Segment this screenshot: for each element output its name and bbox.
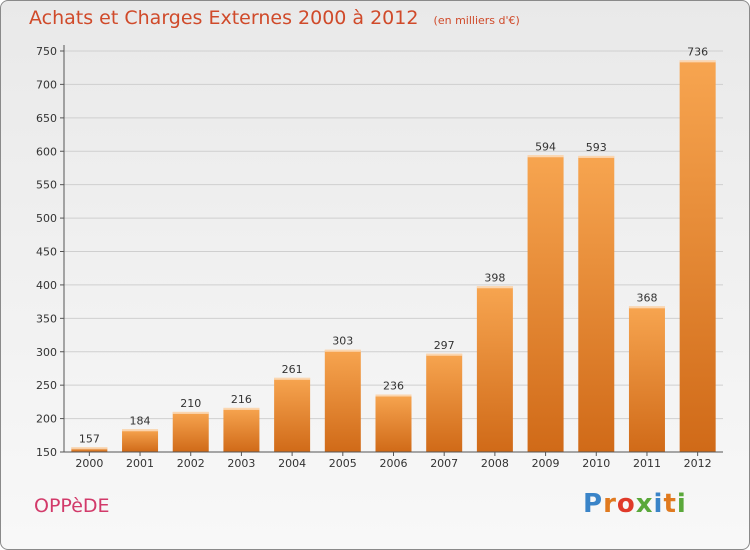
value-label: 236 <box>383 380 404 393</box>
bar <box>426 353 463 452</box>
bar-highlight <box>426 353 463 356</box>
y-tick-label: 550 <box>36 179 57 192</box>
bar <box>71 447 108 452</box>
bar-highlight <box>679 60 716 63</box>
value-label: 297 <box>434 339 455 352</box>
y-tick-label: 200 <box>36 413 57 426</box>
bar <box>578 155 615 452</box>
x-tick-label: 2001 <box>126 457 154 470</box>
y-tick-label: 500 <box>36 212 57 225</box>
bar-highlight <box>122 429 159 432</box>
bar-highlight <box>274 377 311 380</box>
y-tick-label: 400 <box>36 279 57 292</box>
value-label: 398 <box>484 271 505 284</box>
bar-highlight <box>476 286 513 289</box>
y-tick-label: 700 <box>36 78 57 91</box>
chart-header: Achats et Charges Externes 2000 à 2012 (… <box>29 7 520 29</box>
x-tick-label: 2007 <box>430 457 458 470</box>
brand-letter: i <box>676 489 687 519</box>
bar <box>679 60 716 453</box>
brand-letter: r <box>603 489 617 519</box>
x-tick-label: 2009 <box>532 457 560 470</box>
x-tick-label: 2010 <box>582 457 610 470</box>
value-label: 216 <box>231 393 252 406</box>
bar <box>628 306 665 452</box>
y-tick-label: 750 <box>36 45 57 58</box>
y-tick-label: 600 <box>36 145 57 158</box>
bar-highlight <box>324 349 361 352</box>
value-label: 593 <box>586 141 607 154</box>
value-label: 594 <box>535 140 556 153</box>
bar <box>122 429 159 452</box>
y-tick-label: 150 <box>36 446 57 459</box>
chart-title: Achats et Charges Externes 2000 à 2012 <box>29 7 419 29</box>
chart-subtitle: (en milliers d'€) <box>433 14 520 27</box>
bar <box>476 286 513 452</box>
bar-highlight <box>578 155 615 158</box>
x-tick-label: 2000 <box>75 457 103 470</box>
x-tick-label: 2011 <box>633 457 661 470</box>
bar <box>274 377 311 452</box>
bar <box>324 349 361 452</box>
bar-highlight <box>172 411 209 414</box>
x-tick-label: 2012 <box>684 457 712 470</box>
proxiti-logo: Proxiti <box>583 489 687 519</box>
brand-letter: o <box>616 489 636 519</box>
y-tick-label: 300 <box>36 346 57 359</box>
bar <box>375 394 412 452</box>
bar-highlight <box>527 155 564 158</box>
bar-highlight <box>628 306 665 309</box>
bar-highlight <box>375 394 412 397</box>
value-label: 736 <box>687 45 708 58</box>
value-label: 210 <box>180 397 201 410</box>
y-tick-label: 350 <box>36 312 57 325</box>
x-tick-label: 2008 <box>481 457 509 470</box>
city-name: OPPèDE <box>34 495 110 517</box>
value-label: 261 <box>282 363 303 376</box>
bar <box>527 155 564 452</box>
brand-letter: P <box>583 489 604 519</box>
x-tick-label: 2004 <box>278 457 306 470</box>
y-tick-label: 650 <box>36 112 57 125</box>
brand-letter: i <box>653 489 664 519</box>
value-label: 157 <box>79 432 100 445</box>
x-tick-label: 2006 <box>380 457 408 470</box>
brand-letter: x <box>635 489 654 519</box>
value-label: 368 <box>636 291 657 304</box>
bar <box>223 407 260 452</box>
y-tick-label: 450 <box>36 246 57 259</box>
value-label: 303 <box>332 335 353 348</box>
x-tick-label: 2003 <box>227 457 255 470</box>
value-label: 184 <box>130 414 151 427</box>
bar <box>172 411 209 452</box>
bar-highlight <box>223 407 260 410</box>
x-tick-label: 2002 <box>177 457 205 470</box>
y-tick-label: 250 <box>36 379 57 392</box>
brand-letter: t <box>663 489 677 519</box>
x-tick-label: 2005 <box>329 457 357 470</box>
bar-highlight <box>71 447 108 450</box>
